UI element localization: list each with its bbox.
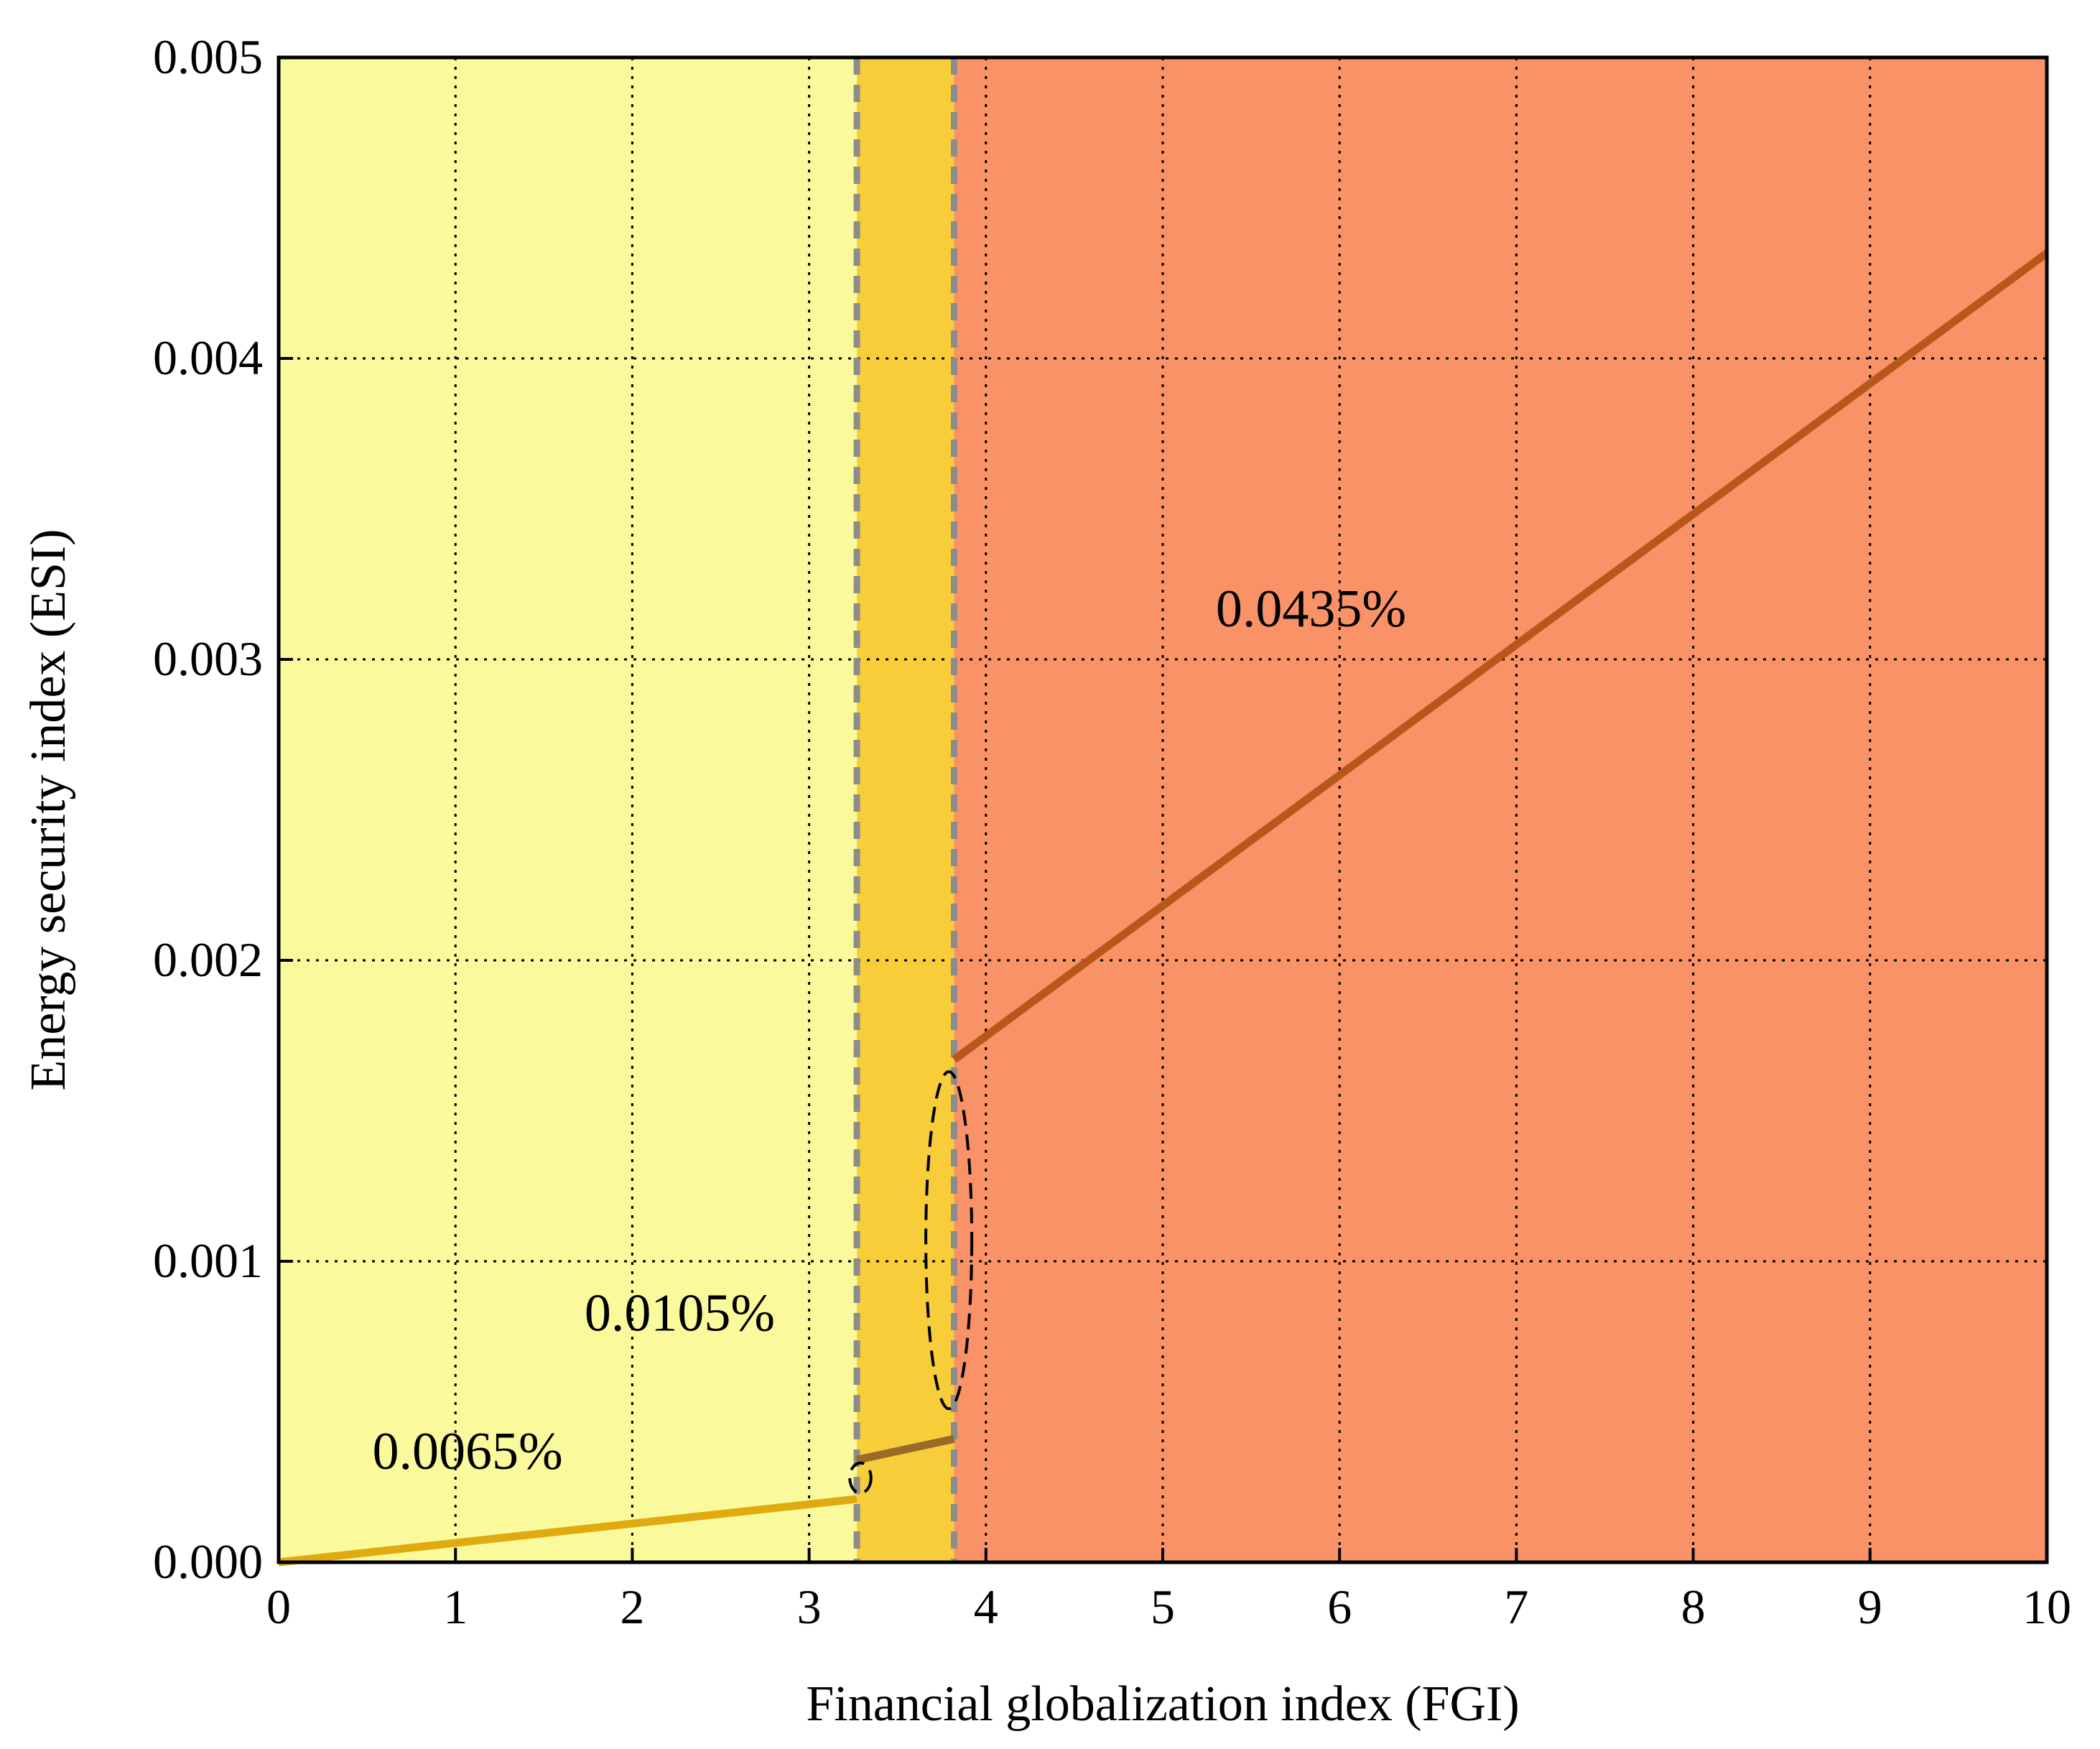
regime-region-1 bbox=[857, 57, 954, 1562]
x-tick-label-0: 0 bbox=[266, 1579, 291, 1634]
x-tick-label-7: 7 bbox=[1504, 1579, 1528, 1634]
series-line-2 bbox=[952, 249, 2050, 1063]
slope-annotation-0: 0.0065% bbox=[372, 1422, 562, 1481]
x-tick-label-6: 6 bbox=[1327, 1579, 1352, 1634]
slope-annotation-1: 0.0105% bbox=[585, 1284, 775, 1342]
regime-regions bbox=[279, 57, 2047, 1562]
y-tick-label-5: 0.005 bbox=[153, 29, 263, 84]
y-axis-title: Energy security index (ESI) bbox=[21, 529, 76, 1090]
y-tick-label-1: 0.001 bbox=[153, 1233, 263, 1288]
highlight-ellipses bbox=[848, 1070, 974, 1495]
grid-lines bbox=[279, 57, 2047, 1562]
regime-region-0 bbox=[279, 57, 858, 1562]
threshold-lines bbox=[853, 57, 957, 1562]
x-tick-labels: 0 1 2 3 4 5 6 7 8 9 10 bbox=[266, 1579, 2071, 1634]
x-tick-label-9: 9 bbox=[1858, 1579, 1882, 1634]
slope-annotations: 0.0065% 0.0105% 0.0435% bbox=[372, 580, 1406, 1481]
slope-annotation-2: 0.0435% bbox=[1216, 580, 1406, 639]
highlight-ellipse-1 bbox=[924, 1070, 974, 1411]
series-line-1 bbox=[855, 1434, 955, 1464]
x-tick-label-8: 8 bbox=[1681, 1579, 1706, 1634]
y-tick-labels: 0.000 0.001 0.002 0.003 0.004 0.005 bbox=[153, 29, 263, 1589]
x-tick-label-4: 4 bbox=[974, 1579, 998, 1634]
regime-region-2 bbox=[954, 57, 2047, 1562]
x-axis-title: Financial globalization index (FGI) bbox=[806, 1676, 1519, 1732]
y-tick-label-2: 0.002 bbox=[153, 932, 263, 987]
y-tick-label-4: 0.004 bbox=[153, 330, 263, 385]
y-tick-label-3: 0.003 bbox=[153, 631, 263, 686]
x-tick-label-2: 2 bbox=[620, 1579, 644, 1634]
highlight-ellipse-0 bbox=[848, 1461, 873, 1495]
series-lines bbox=[278, 249, 2050, 1567]
axis-ticks bbox=[277, 56, 2048, 1564]
x-tick-label-5: 5 bbox=[1151, 1579, 1175, 1634]
x-tick-label-1: 1 bbox=[443, 1579, 468, 1634]
x-tick-label-3: 3 bbox=[797, 1579, 822, 1634]
x-tick-label-10: 10 bbox=[2022, 1579, 2071, 1634]
series-line-0 bbox=[278, 1495, 858, 1567]
y-tick-label-0: 0.000 bbox=[153, 1534, 263, 1589]
